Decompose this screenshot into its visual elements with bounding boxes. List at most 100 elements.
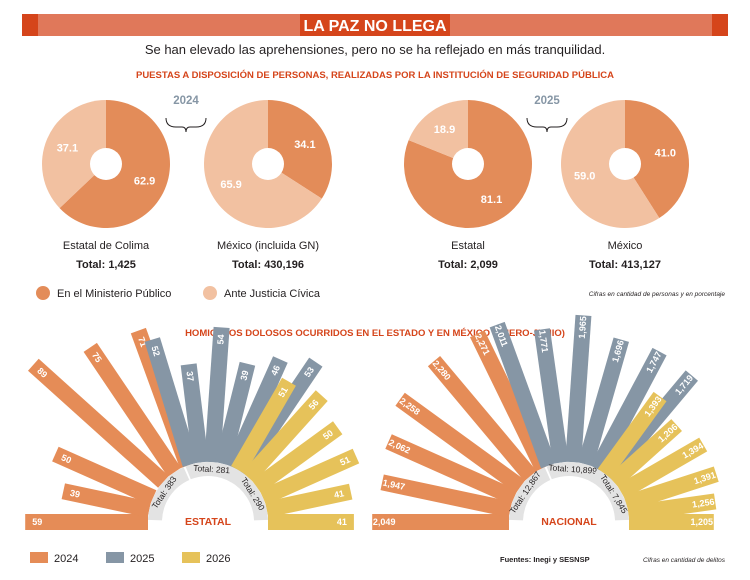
pie-charts: 62.9 37.1 Estatal de Colima Total: 1,425 202…	[42, 95, 690, 271]
radial-bar	[623, 466, 719, 512]
radial-bar	[380, 474, 512, 518]
radial-bar-label: 56	[307, 398, 321, 412]
pie-slice-label: 59.0	[574, 171, 595, 183]
radial-bar	[565, 314, 592, 463]
radial-bar-label: 59	[32, 517, 42, 527]
radial-bar	[372, 514, 509, 530]
year-brace	[165, 117, 207, 133]
legend-swatch-2024	[30, 552, 48, 563]
pie-total: Total: 413,127	[589, 259, 661, 271]
pie-name: México (incluida GN)	[217, 240, 319, 252]
pie-slice-label: 41.0	[655, 147, 676, 159]
legend-swatch-justicia	[203, 286, 217, 300]
radial-bar	[204, 326, 230, 463]
radial-bar-label: 53	[302, 365, 316, 379]
radial-bar-label: 50	[60, 452, 73, 465]
pie-slice-label: 65.9	[220, 179, 241, 191]
radial-bar	[629, 514, 714, 530]
source-note: Fuentes: Inegi y SESNSP	[500, 555, 590, 564]
radial-bar	[83, 342, 182, 477]
pie-name: México	[608, 240, 643, 252]
legend-label-justicia: Ante Justicia Cívica	[224, 288, 321, 300]
total-arc	[229, 469, 268, 521]
radial-bar	[395, 392, 526, 494]
total-arc	[546, 461, 599, 483]
radial-bar-label: 46	[269, 364, 282, 377]
total-arc	[185, 461, 238, 483]
radial-bar	[259, 448, 360, 505]
radial-bar	[268, 514, 354, 530]
legend-label-2024: 2024	[54, 553, 78, 565]
pie-slice	[408, 100, 468, 164]
total-arc	[148, 467, 190, 521]
pie-total: Total: 430,196	[232, 259, 304, 271]
total-arc-label: Total: 10,899	[548, 462, 598, 475]
radial-bar	[489, 321, 556, 469]
radial-bar-label: 54	[215, 334, 226, 345]
legend-swatch-ministerio	[36, 286, 50, 300]
radial-center-label: ESTATAL	[185, 516, 232, 528]
section-title-pies: PUESTAS A DISPOSICIÓN DE PERSONAS, REALI…	[136, 69, 614, 81]
radial-bar-label: 89	[35, 366, 49, 380]
legend-label-ministerio: En el Ministerio Público	[57, 288, 171, 300]
radial-bar-label: 41	[337, 517, 347, 527]
radial-bar	[534, 328, 569, 464]
radial-bar	[265, 483, 353, 518]
total-arc-label: Total: 281	[193, 463, 231, 476]
radial-bar-label: 50	[321, 428, 335, 442]
radial-bar-label: 51	[338, 454, 351, 467]
pie-year-label: 2025	[534, 95, 560, 107]
pie-slice-label: 18.9	[434, 124, 455, 136]
pie-slice	[268, 100, 332, 199]
pie-hole	[90, 148, 122, 180]
legend-swatch-2026	[182, 552, 200, 563]
pie-hole	[609, 148, 641, 180]
radial-bar	[590, 347, 667, 473]
pie-total: Total: 2,099	[438, 259, 498, 271]
page-title: LA PAZ NO LLEGA	[303, 18, 447, 35]
radial-bar-label: 1,256	[691, 497, 715, 510]
total-arc	[509, 467, 551, 521]
legend-label-2025: 2025	[130, 553, 154, 565]
page-subtitle: Se han elevado las aprehensiones, pero n…	[145, 42, 605, 57]
radial-bar-label: 52	[149, 345, 161, 358]
pie-name: Estatal	[451, 240, 485, 252]
legend-swatch-2025	[106, 552, 124, 563]
pie-slice-label: 81.1	[481, 194, 502, 206]
radial-bar-label: 2,049	[373, 517, 396, 527]
radial-bar-label: 37	[185, 371, 196, 382]
radial-bar-label: 51	[276, 385, 290, 399]
header-band-left	[22, 14, 38, 36]
radial-bar-label: 75	[90, 350, 104, 364]
radial-bar	[608, 419, 682, 488]
radial-bar	[144, 337, 199, 467]
radial-bar	[242, 390, 328, 483]
legend-label-2026: 2026	[206, 553, 230, 565]
radial-bar	[597, 391, 667, 479]
radial-bar	[251, 421, 343, 494]
pie-year-label: 2024	[173, 95, 199, 107]
radial-bar	[427, 356, 537, 482]
radial-bar	[577, 337, 629, 467]
radial-center-label: NACIONAL	[541, 516, 597, 528]
radial-bar-label: 39	[69, 488, 81, 500]
radial-bar	[214, 361, 256, 466]
pie-slice-label: 62.9	[134, 176, 155, 188]
pie-slice	[42, 100, 106, 209]
radial-bar	[61, 483, 151, 518]
total-arc	[590, 469, 629, 521]
radial-bar	[52, 446, 157, 505]
pie-hole	[252, 148, 284, 180]
radial-bar	[225, 356, 288, 471]
radial-bar	[28, 358, 169, 488]
radial-bar-label: 39	[238, 369, 250, 381]
pie-hole	[452, 148, 484, 180]
radial-bar	[385, 434, 518, 505]
pie-name: Estatal de Colima	[63, 240, 150, 252]
note-bars: Cifras en cantidad de delitos	[643, 557, 726, 564]
note-pies: Cifras en cantidad de personas y en porc…	[589, 291, 726, 298]
year-brace	[526, 117, 568, 133]
radial-bar-label: 1,947	[382, 478, 406, 492]
radial-bar-label: 41	[333, 488, 345, 500]
